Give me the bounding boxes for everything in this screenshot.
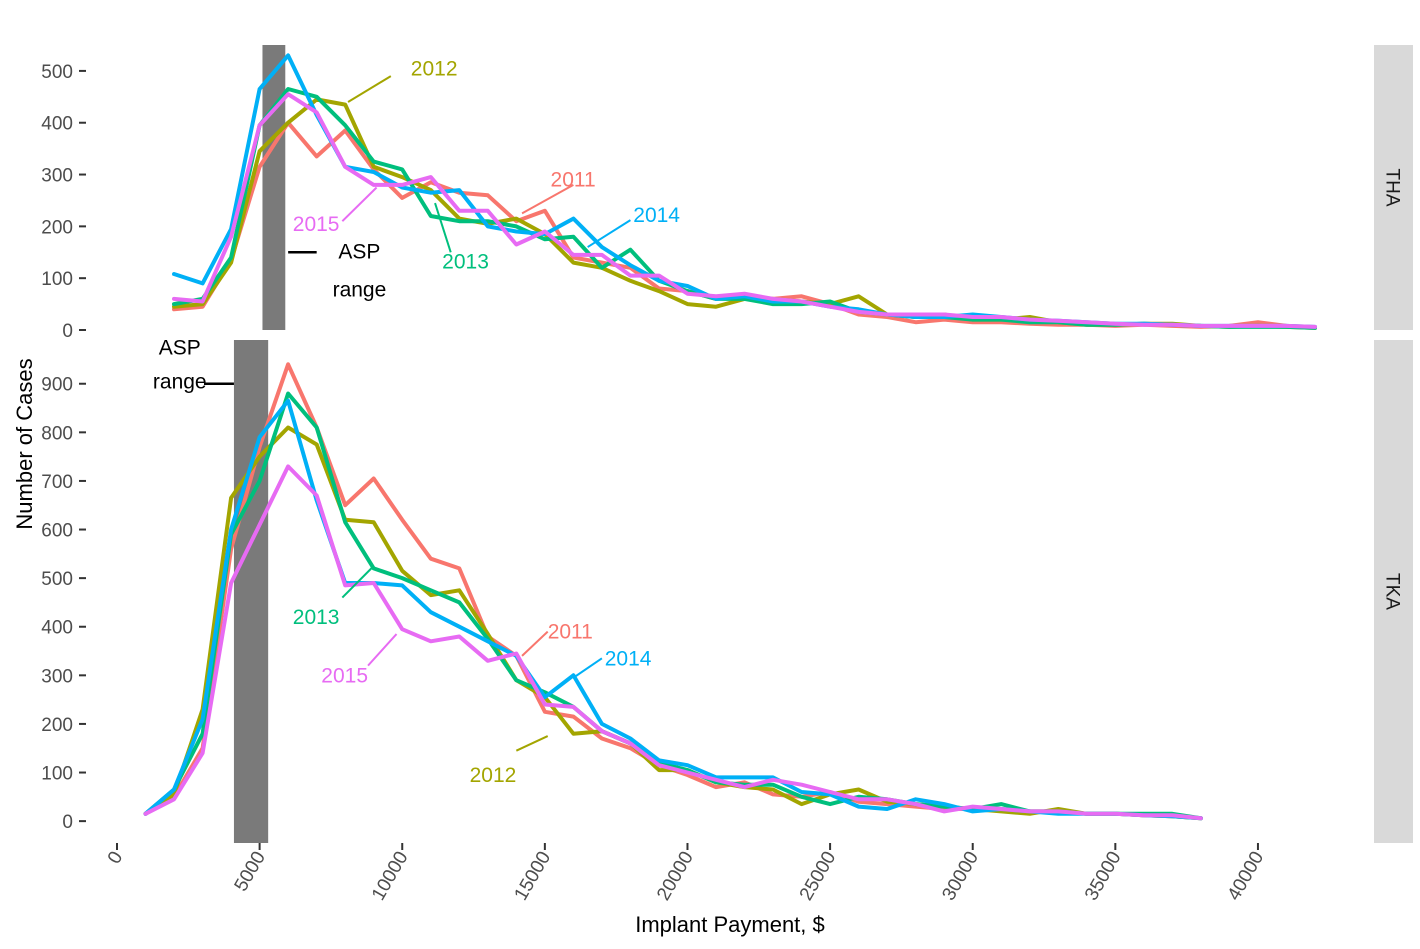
y-tick-label: 300	[41, 666, 73, 687]
panel-tka: 0 100 200 300 400 500 600 700 800 900 2013 2011 2014…	[41, 337, 1413, 843]
annotation-leader-2014	[587, 219, 631, 248]
y-tick-label: 600	[41, 521, 73, 542]
x-tick-label: 25000	[796, 848, 841, 904]
annotation-label-2011: 2011	[551, 169, 596, 192]
facet-strip-label-tha: THA	[1382, 169, 1403, 207]
facet-strip	[1374, 45, 1413, 330]
asp-label-line-2: range	[333, 278, 387, 301]
annotation-label-2012: 2012	[470, 764, 517, 787]
x-tick-label: 40000	[1224, 848, 1269, 904]
x-tick-label: 35000	[1081, 848, 1126, 904]
annotation-leader-2015	[341, 186, 378, 222]
x-axis-title: Implant Payment, $	[635, 912, 825, 937]
annotation-label-2015: 2015	[321, 664, 368, 687]
x-axis: 0 5000 10000 15000 20000 25000 30000 35000 40000	[104, 843, 1268, 904]
y-tick-label: 800	[41, 423, 73, 444]
x-tick-label: 5000	[231, 848, 270, 895]
series-line-2015	[172, 92, 1317, 329]
annotation-label-2012: 2012	[411, 57, 458, 80]
panel-tha: 0 100 200 300 400 500 2012 2011 2014 2015 2013 ASP r…	[41, 45, 1413, 342]
y-tick-label: 900	[41, 375, 73, 396]
y-axis-title: Number of Cases	[12, 358, 37, 529]
y-tick-label: 0	[62, 812, 73, 833]
y-tick-label: 200	[41, 217, 73, 238]
annotation-label-2014: 2014	[633, 204, 680, 227]
asp-range-band	[233, 340, 269, 843]
annotation-label-2014: 2014	[605, 647, 652, 670]
annotation-leader-2012	[347, 75, 392, 103]
annotation-leader-2015	[367, 633, 398, 667]
asp-label-line-1: ASP	[338, 240, 380, 263]
y-tick-label: 100	[41, 764, 73, 785]
series-line-2015	[143, 464, 1203, 821]
annotation-label-2013: 2013	[442, 251, 489, 274]
y-tick-label: 500	[41, 62, 73, 83]
y-tick-label: 500	[41, 569, 73, 590]
y-tick-label: 400	[41, 618, 73, 639]
y-tick-label: 100	[41, 269, 73, 290]
y-tick-label: 0	[62, 321, 73, 342]
x-tick-label: 30000	[938, 848, 983, 904]
asp-label-line-2: range	[153, 371, 207, 394]
annotation-leader-2011	[521, 184, 574, 215]
y-tick-label: 400	[41, 114, 73, 135]
annotation-label-2013: 2013	[293, 606, 340, 629]
annotation-leader-2011	[521, 630, 549, 657]
series-line-2011	[143, 362, 1203, 821]
annotation-leader-2013	[434, 202, 452, 253]
y-tick-label: 300	[41, 166, 73, 187]
facet-strip-label-tka: TKA	[1382, 573, 1403, 610]
annotation-label-2015: 2015	[293, 213, 340, 236]
asp-label-line-1: ASP	[159, 337, 201, 360]
x-tick-label: 20000	[653, 848, 698, 904]
annotation-label-2011: 2011	[548, 621, 593, 644]
facet-strip	[1374, 340, 1413, 843]
annotation-leader-2013	[341, 565, 375, 599]
annotation-leader-2012	[515, 735, 549, 752]
y-tick-label: 700	[41, 472, 73, 493]
panels: 0 100 200 300 400 500 2012 2011 2014 2015 2013 ASP r…	[41, 45, 1413, 843]
annotation-leader-2014	[572, 657, 603, 679]
asp-range-band	[262, 45, 286, 330]
x-tick-label: 0	[104, 848, 127, 868]
y-tick-label: 200	[41, 715, 73, 736]
x-tick-label: 15000	[511, 848, 556, 904]
x-tick-label: 10000	[368, 848, 413, 904]
